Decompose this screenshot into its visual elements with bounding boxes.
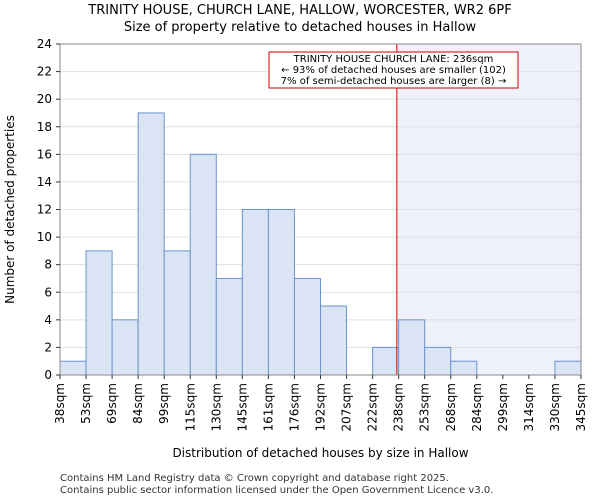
x-tick-label-11: 207sqm <box>340 383 354 431</box>
y-tick-label-9: 18 <box>37 120 52 134</box>
x-tick-label-14: 253sqm <box>418 383 432 431</box>
x-tick-label-18: 314sqm <box>522 383 536 431</box>
bar-13 <box>398 319 426 376</box>
bar-10 <box>320 305 348 376</box>
y-tick-label-7: 14 <box>37 175 52 189</box>
x-tick-label-4: 99sqm <box>157 383 171 424</box>
bar-0 <box>59 360 87 376</box>
x-tick-label-1: 53sqm <box>79 383 93 424</box>
annotation-line-2: ← 93% of detached houses are smaller (10… <box>281 65 506 76</box>
x-tick-label-15: 268sqm <box>444 383 458 431</box>
x-tick-label-10: 192sqm <box>314 383 328 431</box>
x-tick-label-8: 161sqm <box>261 383 275 431</box>
x-tick-label-3: 84sqm <box>131 383 145 424</box>
x-tick-label-19: 330sqm <box>548 383 562 431</box>
y-tick-label-6: 12 <box>37 203 52 217</box>
bar-9 <box>293 277 322 376</box>
x-tick-label-5: 115sqm <box>183 383 197 431</box>
annotation-line-1: TRINITY HOUSE CHURCH LANE: 236sqm <box>293 54 494 65</box>
x-tick-label-20: 345sqm <box>574 383 588 431</box>
y-tick-label-2: 4 <box>44 313 52 327</box>
chart-title: TRINITY HOUSE, CHURCH LANE, HALLOW, WORC… <box>88 3 512 18</box>
bar-1 <box>85 250 113 376</box>
bar-8 <box>267 209 295 376</box>
x-tick-label-12: 222sqm <box>366 383 380 431</box>
annotation-line-3: 7% of semi-detached houses are larger (8… <box>281 76 507 87</box>
y-tick-label-8: 16 <box>37 147 52 161</box>
y-tick-label-12: 24 <box>37 37 52 51</box>
x-tick-label-0: 38sqm <box>53 383 67 424</box>
x-tick-label-13: 238sqm <box>392 383 406 431</box>
y-tick-label-4: 8 <box>44 258 52 272</box>
x-tick-label-9: 176sqm <box>287 383 301 431</box>
bar-14 <box>424 346 452 376</box>
x-tick-label-6: 130sqm <box>209 383 223 431</box>
x-tick-label-7: 145sqm <box>235 383 249 431</box>
bar-7 <box>241 209 269 376</box>
bar-3 <box>137 112 165 376</box>
bar-6 <box>215 277 243 376</box>
bar-19 <box>554 360 582 376</box>
chart-subtitle: Size of property relative to detached ho… <box>123 20 477 35</box>
bar-12 <box>372 346 400 376</box>
bar-2 <box>111 319 139 376</box>
footer-line-2: Contains public sector information licen… <box>60 485 494 496</box>
y-tick-label-1: 2 <box>44 340 52 354</box>
annotation-box: TRINITY HOUSE CHURCH LANE: 236sqm ← 93% … <box>268 51 519 89</box>
y-tick-label-0: 0 <box>44 368 52 382</box>
x-tick-label-17: 299sqm <box>496 383 510 431</box>
bar-5 <box>189 153 217 376</box>
y-tick-label-10: 20 <box>37 92 52 106</box>
bar-15 <box>450 360 478 376</box>
y-tick-label-11: 22 <box>37 65 52 79</box>
x-tick-label-16: 284sqm <box>470 383 484 431</box>
footer-line-1: Contains HM Land Registry data © Crown c… <box>60 473 449 484</box>
y-tick-label-3: 6 <box>44 285 52 299</box>
bar-4 <box>163 250 191 376</box>
x-axis-label: Distribution of detached houses by size … <box>172 446 468 460</box>
y-axis-label: Number of detached properties <box>3 115 17 304</box>
y-tick-label-5: 10 <box>37 230 52 244</box>
x-tick-label-2: 69sqm <box>105 383 119 424</box>
